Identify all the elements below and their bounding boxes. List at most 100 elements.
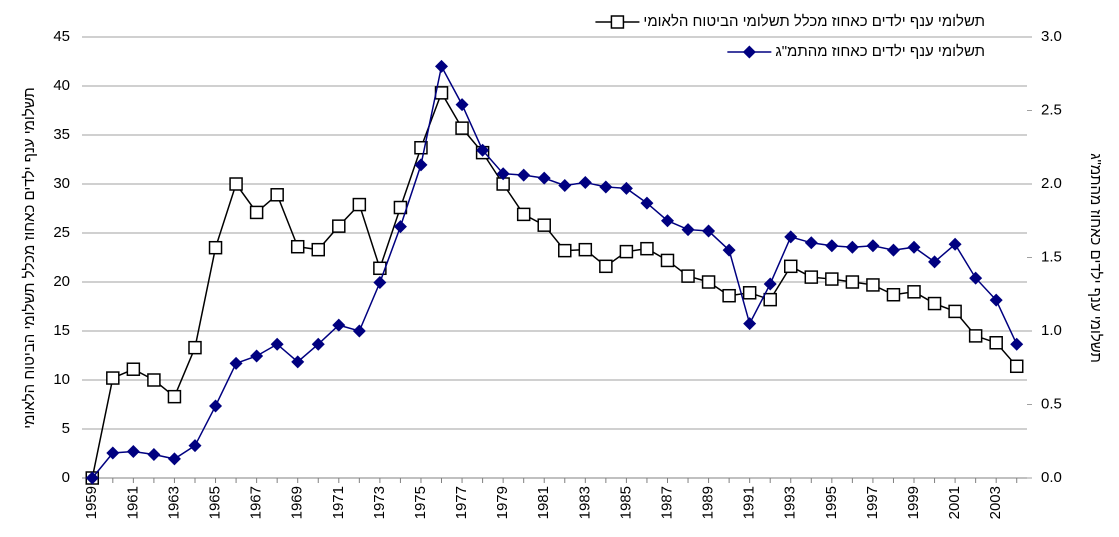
- data-point: [948, 237, 962, 251]
- data-point: [435, 59, 449, 73]
- legend-label: תשלומי ענף ילדים כאחוז מכלל תשלומי הביטו…: [643, 13, 985, 30]
- data-point: [619, 181, 633, 195]
- data-point: [167, 389, 182, 404]
- y-axis-label: תשלומי ענף ילדים כאחוז מכלל תשלומי הביטו…: [21, 87, 38, 429]
- data-point: [476, 143, 490, 157]
- data-point: [373, 275, 387, 289]
- data-point: [85, 471, 99, 485]
- data-point: [701, 275, 716, 289]
- data-point: [784, 230, 798, 244]
- x-tick-label: 1973: [371, 486, 388, 519]
- y-tick-label: 5: [62, 420, 70, 437]
- x-tick-label: 1969: [289, 486, 306, 519]
- y2-tick-label: 1.5: [1041, 248, 1062, 265]
- y-tick-label: 0: [62, 469, 70, 486]
- data-point: [948, 304, 962, 319]
- data-point: [188, 340, 202, 355]
- data-point: [599, 259, 613, 274]
- y-tick-label: 10: [53, 371, 70, 388]
- data-point: [332, 219, 346, 233]
- data-point: [886, 243, 900, 257]
- data-point: [743, 317, 757, 331]
- data-point: [763, 292, 777, 307]
- data-point: [270, 337, 284, 351]
- y-tick-label: 30: [53, 175, 70, 192]
- data-point: [558, 178, 572, 192]
- data-point: [784, 259, 798, 274]
- x-tick-label: 1963: [165, 486, 182, 519]
- x-tick-label: 1971: [330, 486, 347, 519]
- x-tick-label: 1967: [248, 486, 265, 519]
- data-point: [147, 447, 161, 461]
- data-point: [660, 214, 674, 228]
- data-point: [167, 452, 181, 466]
- y-tick-label: 15: [53, 322, 70, 339]
- data-point: [209, 399, 223, 413]
- data-point: [126, 445, 140, 459]
- data-point: [208, 240, 223, 255]
- series-line: [91, 91, 1018, 479]
- data-point: [825, 272, 839, 286]
- x-tick-label: 2003: [987, 486, 1004, 519]
- data-point: [578, 176, 592, 190]
- x-tick-label: 1989: [700, 486, 717, 519]
- data-point: [660, 253, 675, 268]
- data-point: [311, 337, 325, 351]
- data-point: [352, 197, 367, 212]
- data-point: [845, 275, 860, 289]
- y2-tick-label: 2.5: [1041, 101, 1062, 118]
- x-tick-label: 1993: [782, 486, 799, 519]
- x-tick-label: 1991: [741, 486, 758, 519]
- data-point: [1009, 359, 1024, 374]
- data-point: [702, 224, 716, 238]
- y-tick-label: 20: [53, 273, 70, 290]
- data-point: [414, 158, 428, 172]
- data-point: [866, 239, 880, 253]
- data-point: [804, 236, 818, 250]
- x-tick-label: 1983: [576, 486, 593, 519]
- data-point: [1010, 337, 1024, 351]
- data-point: [886, 287, 901, 302]
- x-tick-label: 1995: [823, 486, 840, 519]
- data-point: [866, 278, 880, 292]
- data-point: [290, 239, 305, 254]
- data-point: [722, 243, 736, 257]
- data-point: [147, 373, 161, 387]
- data-point: [229, 177, 243, 191]
- data-point: [968, 329, 983, 343]
- y2-tick-label: 1.0: [1041, 322, 1062, 339]
- data-point: [989, 293, 1003, 307]
- x-tick-label: 1959: [83, 486, 100, 519]
- data-point: [558, 243, 572, 258]
- data-point: [537, 171, 551, 185]
- x-tick-label: 1979: [494, 486, 511, 519]
- x-tick-label: 1965: [207, 486, 224, 519]
- data-point: [804, 270, 819, 284]
- data-point: [393, 220, 407, 234]
- data-point: [270, 188, 284, 202]
- data-point: [106, 446, 120, 460]
- y-tick-label: 45: [53, 28, 70, 45]
- data-point: [249, 205, 264, 220]
- data-point: [640, 196, 654, 210]
- data-point: [681, 269, 695, 283]
- data-point: [311, 242, 325, 257]
- data-point: [126, 362, 141, 376]
- data-point: [537, 218, 551, 232]
- data-point: [907, 285, 921, 299]
- data-point: [927, 296, 942, 311]
- data-point: [496, 167, 510, 181]
- x-tick-label: 1961: [124, 486, 141, 519]
- data-point: [763, 277, 777, 291]
- y2-axis-label: תשלומי ענף ילדים כאחוז מהתמ"ג: [1087, 153, 1104, 363]
- data-point: [619, 244, 634, 259]
- data-point: [455, 121, 469, 135]
- data-point: [722, 288, 736, 303]
- x-tick-label: 1985: [617, 486, 634, 519]
- data-point: [578, 242, 593, 257]
- data-point: [640, 241, 654, 256]
- x-tick-label: 1997: [864, 486, 881, 519]
- data-point: [825, 239, 839, 253]
- data-point: [250, 349, 264, 363]
